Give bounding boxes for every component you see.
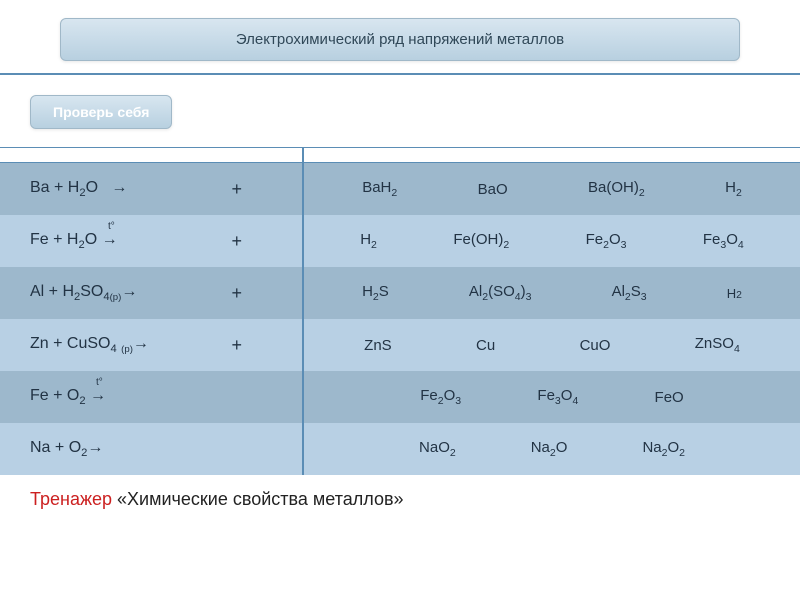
plus-4: + bbox=[231, 335, 242, 356]
plus-3: + bbox=[231, 283, 242, 304]
option-3-2[interactable]: Al2(SO4)3 bbox=[469, 283, 532, 303]
reaction-4: Zn + CuSO4 (р)→ bbox=[30, 335, 149, 355]
option-3-4[interactable]: H2 bbox=[727, 286, 742, 301]
option-6-3[interactable]: Na2O2 bbox=[642, 439, 685, 459]
option-1-1[interactable]: BaH2 bbox=[362, 179, 397, 199]
options-row-4: ZnS Cu CuO ZnSO4 bbox=[304, 319, 800, 371]
footer-red: Тренажер bbox=[30, 489, 112, 509]
reaction-2: Fe + H2O → bbox=[30, 231, 118, 251]
footer: Тренажер «Химические свойства металлов» bbox=[0, 475, 800, 510]
option-4-2[interactable]: Cu bbox=[476, 337, 495, 354]
reaction-1: Ba + H2O → bbox=[30, 179, 127, 199]
plus-1: + bbox=[231, 179, 242, 200]
option-1-2[interactable]: BaO bbox=[478, 181, 508, 198]
reaction-3: Al + H2SO4(р)→ bbox=[30, 283, 137, 303]
reaction-row-3: Al + H2SO4(р)→ + bbox=[0, 267, 302, 319]
left-column: Ba + H2O → + Fe + H2O → t° + Al + H2SO4(… bbox=[0, 147, 304, 475]
right-column: BaH2 BaO Ba(OH)2 H2 H2 Fe(OH)2 Fe2O3 Fe3… bbox=[304, 147, 800, 475]
options-row-1: BaH2 BaO Ba(OH)2 H2 bbox=[304, 163, 800, 215]
option-3-3[interactable]: Al2S3 bbox=[612, 283, 647, 303]
option-4-3[interactable]: CuO bbox=[580, 337, 611, 354]
subtitle-box: Проверь себя bbox=[30, 95, 172, 129]
option-4-4[interactable]: ZnSO4 bbox=[695, 335, 740, 355]
condition-5: t° bbox=[96, 377, 103, 388]
option-6-2[interactable]: Na2O bbox=[531, 439, 568, 459]
reaction-5: Fe + O2 → bbox=[30, 387, 106, 407]
option-5-2[interactable]: Fe3O4 bbox=[537, 387, 578, 407]
option-5-1[interactable]: Fe2O3 bbox=[420, 387, 461, 407]
option-6-1[interactable]: NaO2 bbox=[419, 439, 456, 459]
exercise-table: Ba + H2O → + Fe + H2O → t° + Al + H2SO4(… bbox=[0, 147, 800, 475]
option-2-2[interactable]: Fe(OH)2 bbox=[453, 231, 509, 251]
page-title: Электрохимический ряд напряжений металло… bbox=[60, 18, 740, 61]
reaction-row-6: Na + O2→ bbox=[0, 423, 302, 475]
option-1-4[interactable]: H2 bbox=[725, 179, 742, 199]
reaction-row-1: Ba + H2O → + bbox=[0, 163, 302, 215]
reaction-row-4: Zn + CuSO4 (р)→ + bbox=[0, 319, 302, 371]
reaction-row-2: Fe + H2O → t° + bbox=[0, 215, 302, 267]
option-1-3[interactable]: Ba(OH)2 bbox=[588, 179, 645, 199]
header-row-left bbox=[0, 147, 302, 163]
condition-2: t° bbox=[108, 221, 115, 232]
reaction-6: Na + O2→ bbox=[30, 439, 103, 459]
options-row-5: Fe2O3 Fe3O4 FeO bbox=[304, 371, 800, 423]
header-row-right bbox=[304, 147, 800, 163]
option-2-4[interactable]: Fe3O4 bbox=[703, 231, 744, 251]
option-5-3[interactable]: FeO bbox=[655, 389, 684, 406]
reaction-row-5: Fe + O2 → t° bbox=[0, 371, 302, 423]
option-2-3[interactable]: Fe2O3 bbox=[586, 231, 627, 251]
footer-black: «Химические свойства металлов» bbox=[112, 489, 404, 509]
options-row-2: H2 Fe(OH)2 Fe2O3 Fe3O4 bbox=[304, 215, 800, 267]
plus-2: + bbox=[231, 231, 242, 252]
option-3-1[interactable]: H2S bbox=[362, 283, 389, 303]
options-row-3: H2S Al2(SO4)3 Al2S3 H2 bbox=[304, 267, 800, 319]
option-4-1[interactable]: ZnS bbox=[364, 337, 392, 354]
options-row-6: NaO2 Na2O Na2O2 bbox=[304, 423, 800, 475]
option-2-1[interactable]: H2 bbox=[360, 231, 377, 251]
